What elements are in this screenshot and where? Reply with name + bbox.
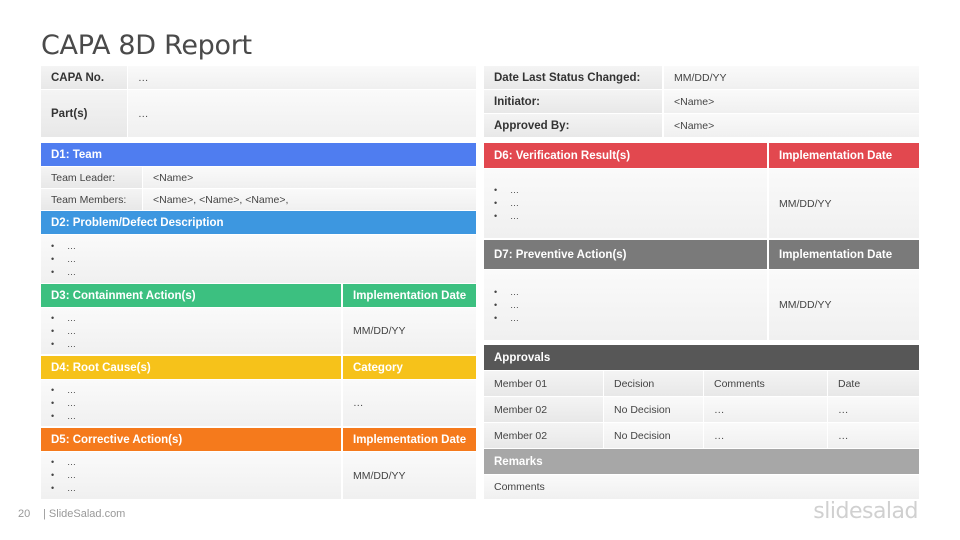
d2-bullet-list[interactable]: •… •… •… [41,235,476,283]
d5-side-value[interactable]: MM/DD/YY [343,452,476,499]
page-number: 20 [18,508,31,520]
footer-site-link[interactable]: | SlideSalad.com [43,508,126,520]
d7-side-value[interactable]: MM/DD/YY [769,270,919,340]
remarks-value[interactable]: Comments [484,475,919,499]
list-item: •… [51,325,76,336]
list-item: •… [494,211,519,221]
d7-bullet-list[interactable]: •… •… •… [484,270,767,340]
approved-by-value[interactable]: <Name> [664,114,919,137]
date-last-status-label: Date Last Status Changed: [484,66,662,89]
list-item: •… [51,410,76,421]
approvals-cell[interactable]: … [704,423,827,448]
d6-side-value[interactable]: MM/DD/YY [769,169,919,238]
approvals-cell: Member 02 [484,423,603,448]
approvals-cell[interactable]: No Decision [604,397,703,422]
list-item: •… [51,253,76,264]
approvals-cell[interactable]: … [828,397,919,422]
list-item: •… [51,457,76,467]
list-item: •… [51,483,76,493]
d1-header: D1: Team [41,143,476,166]
d5-header: D5: Corrective Action(s) [41,428,341,451]
approved-by-label: Approved By: [484,114,662,137]
approvals-cell: Comments [704,371,827,396]
approvals-header: Approvals [484,345,919,370]
approvals-cell[interactable]: … [828,423,919,448]
d3-side-header: Implementation Date [343,284,476,307]
d3-header: D3: Containment Action(s) [41,284,341,307]
list-item: •… [51,240,76,251]
parts-label: Part(s) [41,90,127,137]
d6-bullet-list[interactable]: •… •… •… [484,169,767,238]
date-last-status-value[interactable]: MM/DD/YY [664,66,919,89]
list-item: •… [494,198,519,208]
team-leader-value[interactable]: <Name> [143,167,476,188]
initiator-label: Initiator: [484,90,662,113]
capa-no-label: CAPA No. [41,66,127,89]
approvals-cell: Member 01 [484,371,603,396]
capa-no-value[interactable]: … [128,66,476,89]
list-item: •… [51,470,76,480]
approvals-cell[interactable]: No Decision [604,423,703,448]
d3-bullet-list[interactable]: •… •… •… [41,308,341,354]
approvals-cell: Member 02 [484,397,603,422]
d4-bullet-list[interactable]: •… •… •… [41,380,341,426]
approvals-cell[interactable]: … [704,397,827,422]
approvals-cell: Decision [604,371,703,396]
approvals-cell: Date [828,371,919,396]
list-item: •… [51,384,76,395]
d5-bullet-list[interactable]: •… •… •… [41,452,341,499]
d2-header: D2: Problem/Defect Description [41,211,476,234]
d6-header: D6: Verification Result(s) [484,143,767,168]
list-item: •… [51,266,76,277]
list-item: •… [494,286,519,297]
d5-side-header: Implementation Date [343,428,476,451]
remarks-header: Remarks [484,449,919,474]
list-item: •… [494,299,519,310]
list-item: •… [51,312,76,323]
parts-value[interactable]: … [128,90,476,137]
d7-side-header: Implementation Date [769,240,919,269]
team-members-value[interactable]: <Name>, <Name>, <Name>, [143,189,476,210]
team-leader-label: Team Leader: [41,167,142,188]
d4-header: D4: Root Cause(s) [41,356,341,379]
page-title: CAPA 8D Report [41,30,252,61]
list-item: •… [51,338,76,349]
d7-header: D7: Preventive Action(s) [484,240,767,269]
d4-side-value[interactable]: … [343,380,476,426]
team-members-label: Team Members: [41,189,142,210]
list-item: •… [494,185,519,195]
slidesalad-logo: slidesalad [813,499,918,524]
d6-side-header: Implementation Date [769,143,919,168]
list-item: •… [51,397,76,408]
initiator-value[interactable]: <Name> [664,90,919,113]
d4-side-header: Category [343,356,476,379]
d3-side-value[interactable]: MM/DD/YY [343,308,476,354]
list-item: •… [494,312,519,323]
